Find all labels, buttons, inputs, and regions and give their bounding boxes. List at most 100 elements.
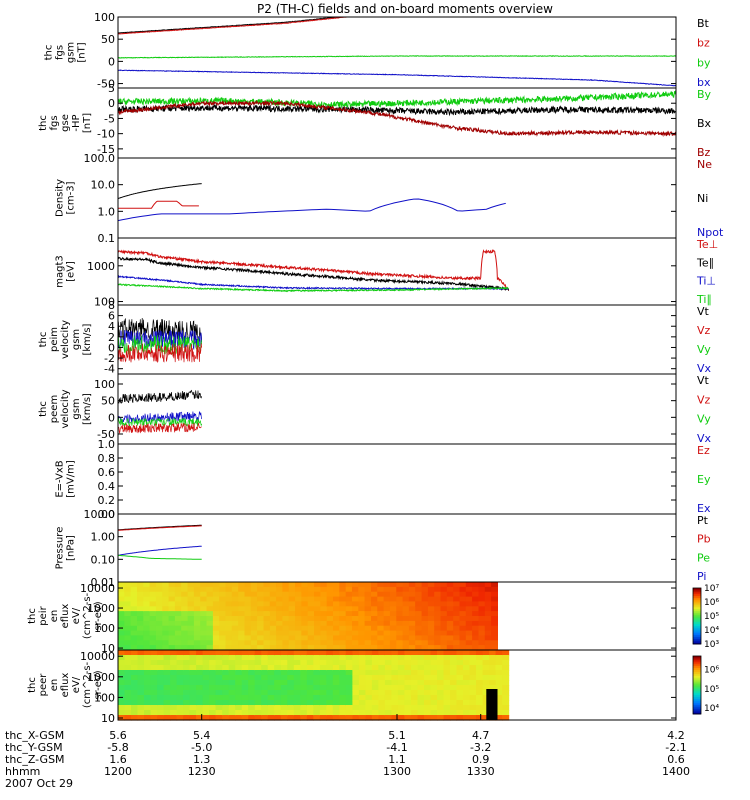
spectrogram-cell: [215, 655, 223, 661]
spectrogram-cell: [244, 611, 252, 617]
y-axis-label: peim: [49, 327, 60, 352]
spectrogram-cell: [163, 660, 171, 666]
spectrogram-cell: [189, 650, 197, 656]
spectrogram-cell: [459, 625, 467, 632]
spectrogram-cell: [502, 690, 510, 696]
spectrogram-cell: [396, 601, 404, 607]
spectrogram-cell: [332, 650, 340, 656]
spectrogram-cell: [238, 630, 246, 637]
spectrogram-cell: [276, 606, 283, 612]
spectrogram-cell: [371, 685, 379, 691]
spectrogram-cell: [365, 695, 373, 701]
spectrogram-cell: [443, 655, 451, 661]
colorbar-cell: [693, 630, 701, 634]
legend-entry: Ex: [697, 502, 711, 515]
spectrogram-cell: [193, 586, 201, 593]
spectrogram-cell: [170, 690, 178, 696]
spectrogram-cell: [365, 715, 373, 721]
spectrogram-cell: [450, 680, 458, 686]
spectrogram-cell: [206, 640, 214, 646]
spectrogram-cell: [345, 635, 353, 641]
spectrogram-cell: [389, 620, 397, 627]
spectrogram-cell: [453, 630, 461, 637]
spectrogram-cell: [326, 715, 334, 721]
spectrogram-cell: [306, 700, 314, 706]
spectrogram-cell: [200, 625, 208, 632]
spectrogram-cell: [163, 650, 171, 656]
spectrogram-cell: [456, 675, 464, 681]
spectrogram-cell: [463, 705, 471, 711]
spectrogram-cell: [345, 680, 353, 686]
spectrogram-cell: [157, 650, 165, 656]
time-axis-value: -2.1: [665, 741, 686, 754]
spectrogram-cell: [131, 710, 139, 716]
spectrogram-cell: [293, 660, 301, 666]
y-tick-label: 0.2: [98, 494, 116, 507]
spectrogram-cell: [391, 685, 399, 691]
spectrogram-cell: [384, 710, 392, 716]
spectrogram-cell: [463, 660, 471, 666]
spectrogram-cell: [463, 690, 471, 696]
spectrogram-cell: [358, 695, 366, 701]
spectrogram-cell: [118, 635, 125, 641]
spectrogram-cell: [491, 640, 498, 646]
spectrogram-cell: [176, 700, 184, 706]
spectrogram-cell: [408, 645, 416, 651]
spectrogram-cell: [263, 620, 271, 627]
spectrogram-cell: [472, 611, 479, 617]
spectrogram-cell: [377, 625, 385, 632]
spectrogram-cell: [222, 680, 230, 686]
y-tick-label: -2: [104, 352, 115, 365]
spectrogram-cell: [450, 700, 458, 706]
y-tick-label: 100.0: [84, 152, 116, 165]
y-axis-label: thc: [38, 332, 49, 348]
spectrogram-cell: [443, 680, 451, 686]
spectrogram-cell: [280, 685, 288, 691]
spectrogram-cell: [491, 645, 498, 651]
spectrogram-cell: [472, 606, 479, 612]
spectrogram-cell: [440, 611, 448, 617]
spectrogram-cell: [306, 675, 314, 681]
series-line-Vy: [117, 335, 203, 356]
spectrogram-cell: [358, 650, 366, 656]
spectrogram-cell: [446, 645, 454, 651]
spectrogram-cell: [276, 591, 283, 598]
spectrogram-cell: [215, 715, 223, 721]
spectrogram-cell: [358, 675, 366, 681]
panel-frame: [117, 157, 677, 239]
spectrogram-cell: [352, 620, 359, 627]
spectrogram-cell: [155, 630, 163, 637]
series-line-Te⊥: [117, 249, 510, 291]
spectrogram-cell: [212, 625, 220, 632]
colorbar-cell: [693, 619, 701, 623]
spectrogram-cell: [352, 715, 360, 721]
spectrogram-cell: [187, 640, 195, 646]
spectrogram-cell: [484, 606, 492, 612]
spectrogram-cell: [202, 670, 210, 676]
spectrogram-cell: [476, 680, 484, 686]
colorbar-cell: [693, 597, 701, 600]
legend-entry: Bx: [697, 117, 712, 130]
spectrogram-cell: [463, 650, 471, 656]
spectrogram-cell: [371, 715, 379, 721]
spectrogram-cell: [301, 630, 309, 637]
spectrogram-cell: [118, 690, 126, 696]
y-tick-label: 5: [108, 82, 115, 95]
spectrogram-cell: [371, 630, 378, 637]
spectrogram-cell: [424, 700, 432, 706]
spectrogram-cell: [339, 586, 347, 593]
time-axis-value: -4.1: [386, 741, 407, 754]
spectrogram-cell: [174, 620, 182, 627]
spectrogram-cell: [377, 606, 385, 612]
spectrogram-cell: [424, 650, 432, 656]
spectrogram-cell: [174, 606, 182, 612]
spectrogram-cell: [168, 591, 176, 598]
spectrogram-cell: [254, 675, 262, 681]
spectrogram-cell: [389, 640, 397, 646]
spectrogram-cell: [130, 616, 138, 622]
spectrogram-cell: [453, 625, 461, 632]
spectrogram-cell: [225, 611, 233, 617]
spectrogram-cell: [288, 645, 296, 651]
spectrogram-cell: [391, 695, 399, 701]
